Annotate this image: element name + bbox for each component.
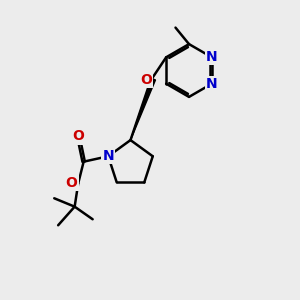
Polygon shape (130, 79, 155, 140)
Text: N: N (206, 77, 218, 91)
Text: O: O (66, 176, 78, 190)
Text: O: O (140, 73, 152, 87)
Text: O: O (73, 130, 85, 143)
Text: N: N (206, 50, 218, 64)
Text: N: N (102, 149, 114, 163)
